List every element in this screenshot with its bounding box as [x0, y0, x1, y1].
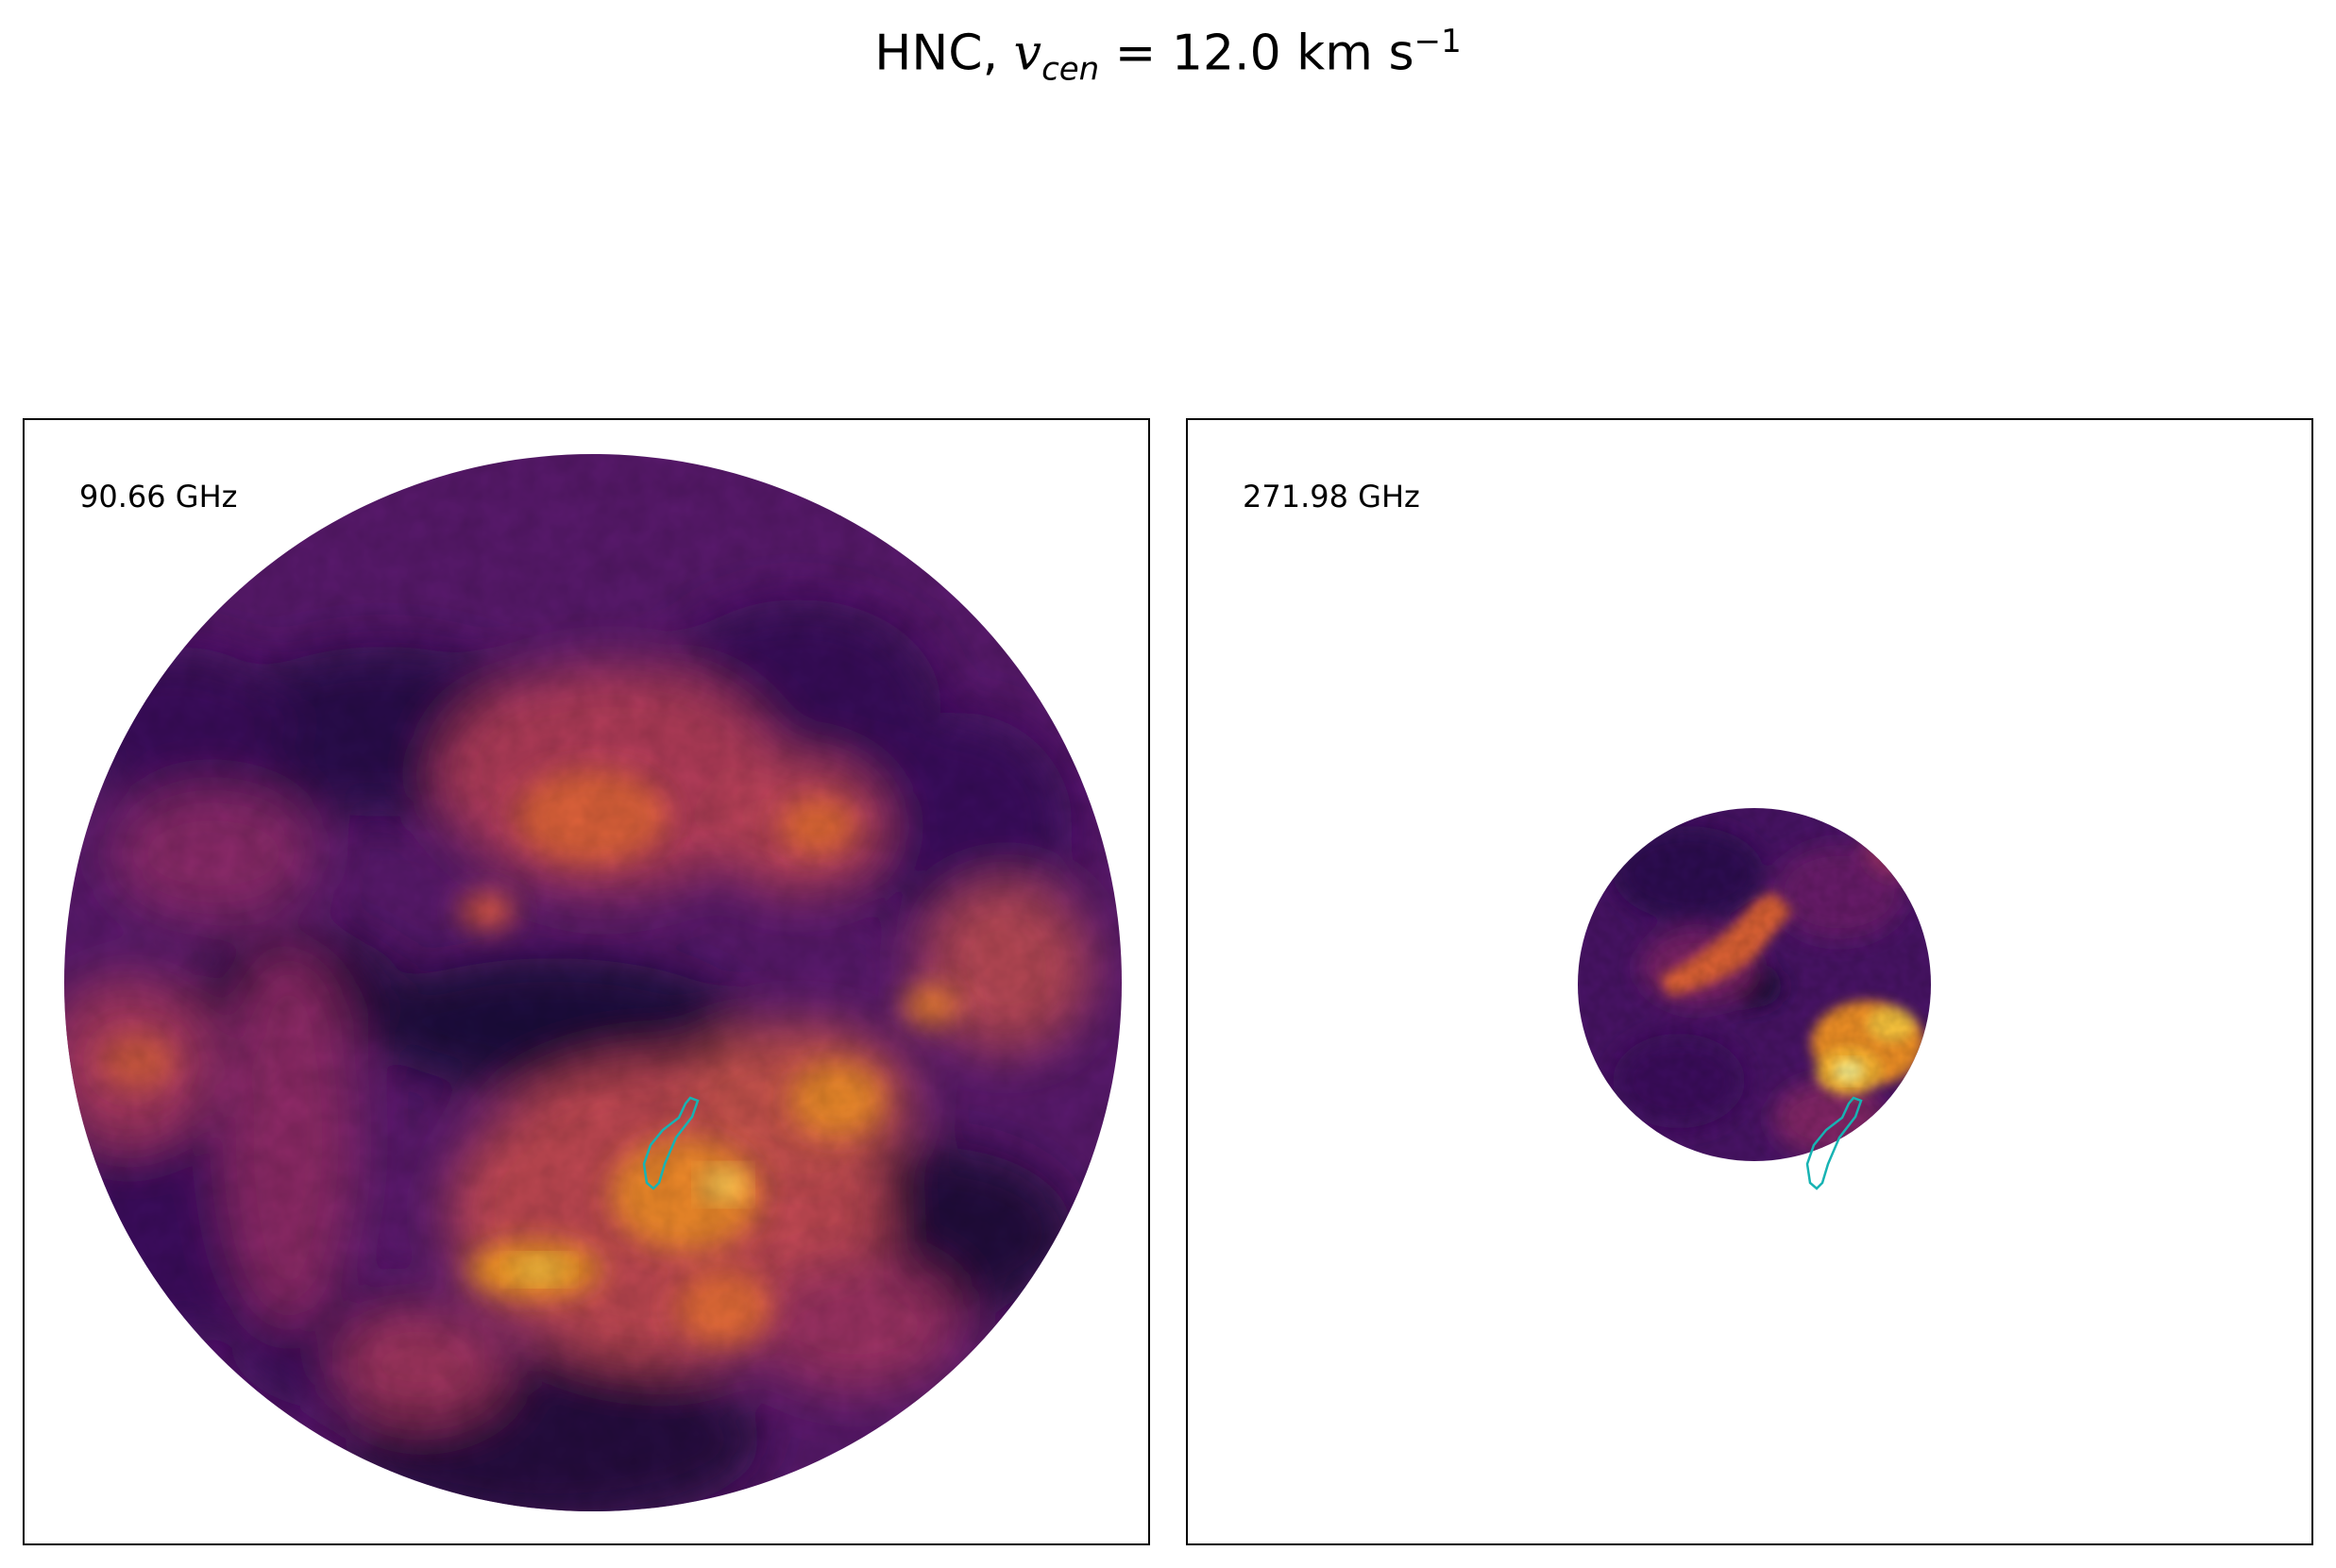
map-disk-90ghz: [64, 454, 1122, 1511]
contour-outline-272ghz: [1805, 1096, 1863, 1190]
title-equals: =: [1114, 25, 1157, 82]
panel-label-272ghz: 271.98 GHz: [1243, 479, 1420, 514]
map-panel-272ghz: 271.98 GHz: [1186, 418, 2313, 1545]
map-panel-90ghz: 90.66 GHz: [23, 418, 1150, 1545]
title-superscript: −1: [1413, 23, 1462, 60]
intensity-map-90ghz: [64, 454, 1122, 1511]
title-symbol: v: [1013, 25, 1042, 82]
figure-title: HNC, vcen = 12.0 km s−1: [0, 23, 2336, 89]
panel-label-90ghz: 90.66 GHz: [79, 479, 238, 514]
contour-outline-90ghz: [642, 1096, 700, 1190]
title-value: 12.0 km s: [1171, 25, 1414, 82]
intensity-map-272ghz: [1578, 808, 1931, 1190]
title-prefix: HNC,: [874, 25, 999, 82]
map-disk-272ghz: [1578, 808, 1931, 1161]
title-subscript: cen: [1041, 50, 1100, 89]
